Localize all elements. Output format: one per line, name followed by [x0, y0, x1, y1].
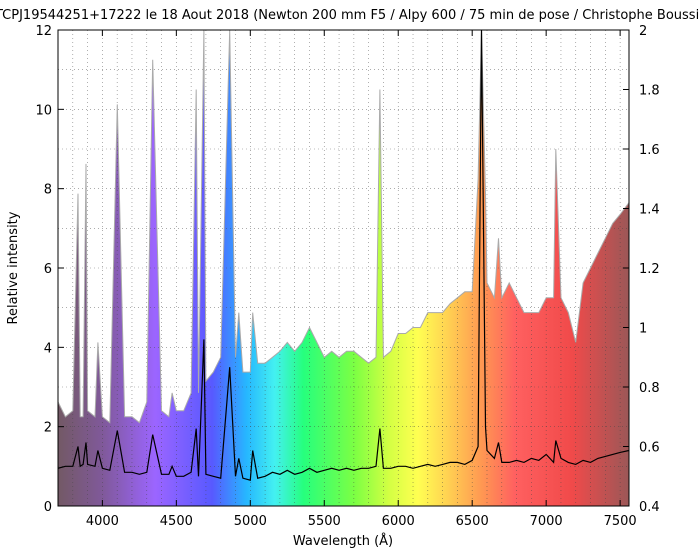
y2-tick-label: 1.2 [639, 262, 660, 277]
x-axis: 4000 4500 5000 5500 6000 6500 7000 7500 [86, 30, 637, 529]
x-tick-label: 5500 [308, 514, 341, 529]
y-tick-label: 0 [44, 500, 52, 515]
y2-tick-label: 1.6 [639, 143, 660, 158]
y2-tick-label: 1 [639, 322, 647, 337]
zoomed-spectrum-line [58, 30, 629, 424]
x-tick-label: 5000 [234, 514, 267, 529]
y-tick-label: 10 [35, 103, 52, 118]
y-tick-label: 8 [44, 183, 52, 198]
x-tick-label: 4000 [86, 514, 119, 529]
x-tick-label: 7500 [604, 514, 637, 529]
y2-tick-label: 1.8 [639, 84, 660, 99]
x-tick-label: 6500 [456, 514, 489, 529]
plot-area [58, 30, 629, 506]
x-tick-label: 7000 [530, 514, 563, 529]
y-tick-label: 4 [44, 341, 52, 356]
spectrum-line [58, 30, 629, 481]
chart-title: TCPJ19544251+17222 le 18 Aout 2018 (Newt… [0, 8, 700, 23]
grid [58, 30, 629, 506]
x-axis-label: Wavelength (Å) [293, 533, 393, 549]
y2-tick-label: 0.4 [639, 500, 660, 515]
x-tick-label: 6000 [382, 514, 415, 529]
y-tick-label: 6 [44, 262, 52, 277]
y-axis-left: 0 2 4 6 8 10 12 [35, 24, 64, 515]
y2-tick-label: 0.8 [639, 381, 660, 396]
y-tick-label: 12 [35, 24, 52, 39]
y2-tick-label: 2 [639, 24, 647, 39]
y-axis-label: Relative intensity [6, 211, 21, 324]
y2-tick-label: 0.6 [639, 441, 660, 456]
y-axis-right: 0.4 0.6 0.8 1 1.2 1.4 1.6 1.8 2 [623, 24, 660, 515]
y-tick-label: 2 [44, 421, 52, 436]
y2-tick-label: 1.4 [639, 203, 660, 218]
x-tick-label: 4500 [160, 514, 193, 529]
